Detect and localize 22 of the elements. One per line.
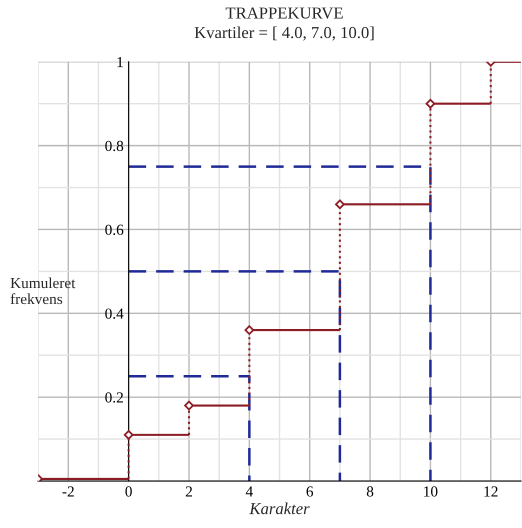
x-tick-label: 4	[246, 486, 253, 496]
point	[426, 98, 436, 109]
x-tick-label: -2	[62, 486, 74, 496]
x-tick-label: 10	[424, 486, 438, 497]
x-tick-label: 12	[484, 486, 498, 496]
point	[184, 400, 194, 410]
x-tick-label: 6	[306, 486, 314, 497]
point	[124, 430, 134, 440]
y-tick-label: 0.8	[105, 140, 124, 152]
y-tick-label: 0.4	[105, 308, 124, 319]
y-axis-title: Kumuleret frekvens	[10, 277, 76, 304]
point	[335, 199, 345, 210]
x-tick-label: 2	[186, 486, 192, 496]
chart-title: TRAPPEKURVE	[226, 7, 343, 19]
y-tick-label: 0.6	[105, 224, 124, 235]
y-tick-label: 0.2	[105, 392, 123, 403]
x-axis-title: Karakter	[249, 502, 310, 514]
point	[244, 325, 254, 335]
chart-subtitle: Kvartiler = [ 4.0, 7.0, 10.0]	[194, 26, 374, 41]
y-tick-label: 1	[117, 56, 123, 68]
x-tick-label: 8	[366, 486, 374, 497]
x-tick-label: 0	[125, 486, 132, 497]
